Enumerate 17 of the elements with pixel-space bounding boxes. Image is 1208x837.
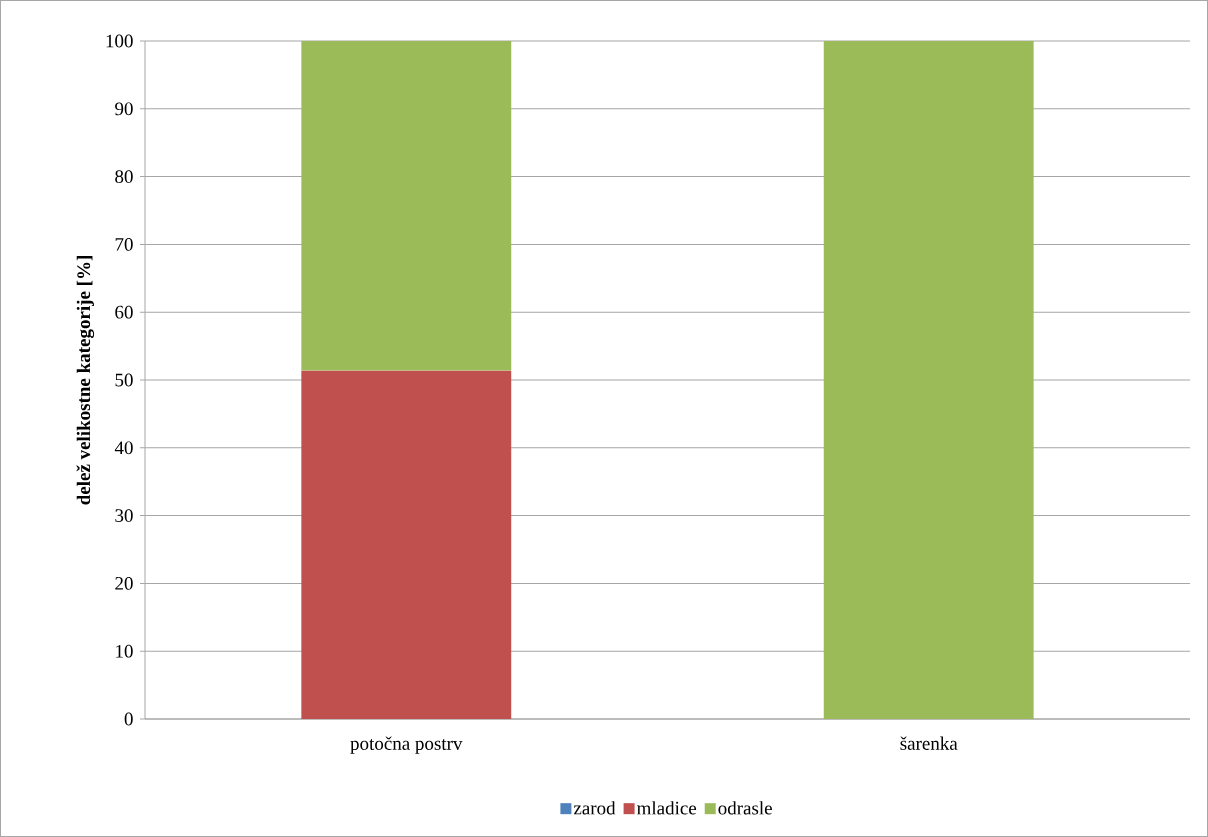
x-tick-label: potočna postrv (350, 736, 463, 754)
x-tick-label: šarenka (900, 736, 958, 750)
y-tick-label: 30 (115, 509, 133, 522)
y-tick-label: 0 (124, 712, 133, 726)
y-tick-label: 90 (115, 102, 133, 116)
y-tick-label: 50 (115, 373, 133, 387)
y-tick-label: 70 (115, 237, 133, 251)
y-tick-label: 100 (106, 34, 133, 48)
legend-label: zarod (573, 801, 616, 815)
y-tick-label: 10 (116, 644, 133, 658)
y-tick-label: 20 (115, 576, 133, 590)
y-axis-title: delež velikostne kategorije [%] (76, 256, 95, 505)
y-tick-label: 40 (114, 441, 133, 455)
legend-label: mladice (636, 801, 697, 815)
legend-label: odrasle (718, 801, 772, 815)
y-tick-label: 80 (115, 170, 133, 183)
y-tick-label: 60 (115, 305, 133, 319)
